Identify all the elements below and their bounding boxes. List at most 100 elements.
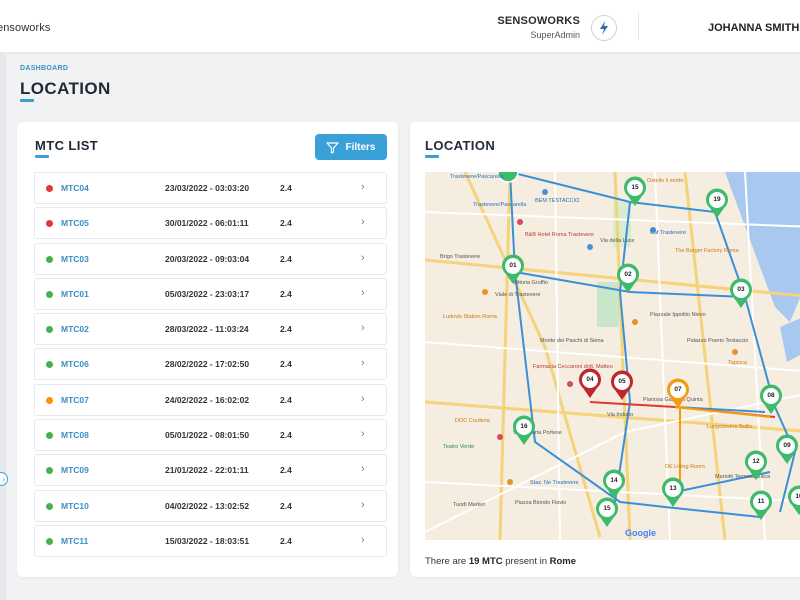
brand-name: ensoworks	[0, 22, 51, 34]
chevron-right-icon[interactable]: ›	[361, 498, 365, 511]
mtc-name[interactable]: MTC07	[61, 394, 89, 405]
mtc-date: 05/01/2022 - 08:01:50	[165, 430, 250, 441]
map-label: Ludovix Station Roma	[443, 314, 497, 320]
map-label: Via Induno	[607, 412, 634, 418]
chevron-right-icon[interactable]: ›	[361, 357, 365, 370]
mtc-list-underline	[35, 155, 49, 158]
mtc-date: 20/03/2022 - 09:03:04	[165, 253, 250, 264]
map-marker[interactable]: 07	[665, 377, 691, 409]
chevron-right-icon[interactable]: ›	[361, 286, 365, 299]
mtc-row[interactable]: MTC02 28/03/2022 - 11:03:24 2.4 ›	[34, 313, 387, 346]
map-label: Brigo Trastevere	[440, 254, 481, 260]
marker-label: 10	[795, 493, 800, 500]
map-label: DE Living Room	[665, 464, 705, 470]
status-dot	[46, 396, 53, 404]
chevron-right-icon[interactable]: ›	[361, 463, 365, 476]
map-marker[interactable]: 04	[577, 367, 603, 399]
mtc-date: 23/03/2022 - 03:03:20	[165, 183, 250, 193]
chevron-right-icon[interactable]: ›	[361, 392, 365, 405]
map-marker[interactable]: 10	[786, 484, 800, 516]
marker-label: 11	[757, 498, 765, 505]
mtc-name[interactable]: MTC09	[61, 465, 89, 476]
chevron-right-icon[interactable]: ›	[361, 181, 365, 193]
caption-city: Rome	[549, 556, 577, 567]
chevron-right-icon[interactable]: ›	[361, 216, 365, 229]
map-marker[interactable]: 16	[511, 414, 537, 446]
map-marker[interactable]: 05	[609, 369, 635, 401]
mtc-name[interactable]: MTC02	[61, 324, 89, 335]
mtc-list-card: MTC LIST Filters MTC04 23/03/2022 - 03:03…	[17, 122, 398, 577]
mtc-value: 2.4	[280, 394, 292, 405]
marker-label: 04	[586, 376, 594, 383]
mtc-value: 2.4	[280, 183, 292, 193]
map-label: BEM TESTACCIO	[535, 198, 580, 204]
caption-prefix: There are	[425, 556, 467, 567]
breadcrumb[interactable]: DASHBOARD	[20, 65, 69, 72]
mtc-date: 05/03/2022 - 23:03:17	[165, 288, 250, 299]
funnel-icon	[326, 141, 340, 154]
mtc-name[interactable]: MTC06	[61, 359, 89, 370]
map-view[interactable]: Trastevere/Pascarella Trastevere/Pascare…	[425, 172, 800, 540]
map-marker[interactable]: 13	[660, 476, 686, 508]
mtc-value: 2.4	[280, 288, 292, 299]
chevron-right-icon[interactable]: ›	[361, 251, 365, 264]
map-label: B&B Hotel Roma Trastevere	[525, 232, 595, 238]
map-marker[interactable]: 14	[601, 468, 627, 500]
map-marker[interactable]: 09	[774, 433, 800, 465]
map-marker[interactable]: 15	[622, 175, 648, 207]
map-label: Teatro Verde	[443, 444, 475, 450]
map-marker[interactable]: 08	[758, 383, 784, 415]
mtc-row[interactable]: MTC07 24/02/2022 - 16:02:02 2.4 ›	[34, 383, 387, 416]
top-bar: ensoworks SENSOWORKS SuperAdmin JOHANNA …	[0, 0, 800, 52]
mtc-name[interactable]: MTC03	[61, 253, 89, 264]
map-marker[interactable]: 02	[615, 262, 641, 294]
org-logo-icon[interactable]	[591, 15, 617, 41]
mtc-value: 2.4	[280, 535, 292, 546]
mtc-value: 2.4	[280, 465, 292, 476]
marker-label: 14	[610, 477, 618, 484]
mtc-name[interactable]: MTC05	[61, 218, 89, 229]
mtc-name[interactable]: MTC08	[61, 430, 89, 441]
mtc-value: 2.4	[280, 324, 292, 335]
mtc-row[interactable]: MTC10 04/02/2022 - 13:02:52 2.4 ›	[34, 489, 387, 522]
mtc-row[interactable]: MTC04 23/03/2022 - 03:03:20 2.4 ›	[34, 172, 387, 204]
map-label: Ostello il motto	[647, 178, 684, 184]
map-marker[interactable]: 19	[704, 187, 730, 219]
marker-label: 12	[752, 458, 760, 465]
mtc-name[interactable]: MTC04	[61, 183, 89, 193]
status-dot	[46, 502, 53, 510]
map-canvas	[425, 172, 800, 540]
mtc-name[interactable]: MTC01	[61, 288, 89, 299]
marker-label: 13	[669, 485, 677, 492]
marker-label: 15	[603, 505, 611, 512]
map-label: Staz. Ne Trastevere	[530, 480, 579, 486]
mtc-row[interactable]: MTC03 20/03/2022 - 09:03:04 2.4 ›	[34, 242, 387, 275]
map-caption: There are 19 MTC present in Rome	[425, 556, 576, 567]
mtc-row[interactable]: MTC06 28/02/2022 - 17:02:50 2.4 ›	[34, 348, 387, 381]
map-marker[interactable]: 03	[728, 277, 754, 309]
mtc-row[interactable]: MTC01 05/03/2022 - 23:03:17 2.4 ›	[34, 277, 387, 310]
mtc-name[interactable]: MTC11	[61, 535, 89, 546]
map-label: Via della Luce	[600, 238, 635, 244]
map-label: Monte dei Paschi di Siena	[540, 338, 604, 344]
filters-button[interactable]: Filters	[315, 134, 387, 160]
user-name[interactable]: JOHANNA SMITH	[708, 22, 800, 34]
status-dot	[46, 467, 53, 475]
mtc-name[interactable]: MTC10	[61, 500, 89, 511]
mtc-row[interactable]: MTC11 15/03/2022 - 18:03:51 2.4 ›	[34, 524, 387, 557]
chevron-right-icon[interactable]: ›	[361, 533, 365, 546]
map-marker[interactable]: 11	[748, 489, 774, 521]
mtc-row[interactable]: MTC08 05/01/2022 - 08:01:50 2.4 ›	[34, 419, 387, 452]
map-marker[interactable]: 15	[594, 496, 620, 528]
map-marker[interactable]: 12	[743, 449, 769, 481]
chevron-right-icon[interactable]: ›	[361, 322, 365, 335]
mtc-row[interactable]: MTC09 21/01/2022 - 22:01:11 2.4 ›	[34, 454, 387, 487]
mtc-value: 2.4	[280, 253, 292, 264]
sidebar-toggle-icon[interactable]: ›	[0, 472, 8, 486]
chevron-right-icon[interactable]: ›	[361, 428, 365, 441]
map-label: Trastevere/Pascarella	[450, 174, 504, 180]
mtc-value: 2.4	[280, 430, 292, 441]
mtc-row[interactable]: MTC05 30/01/2022 - 06:01:11 2.4 ›	[34, 207, 387, 240]
map-marker[interactable]: 01	[500, 253, 526, 285]
status-dot	[46, 326, 53, 334]
